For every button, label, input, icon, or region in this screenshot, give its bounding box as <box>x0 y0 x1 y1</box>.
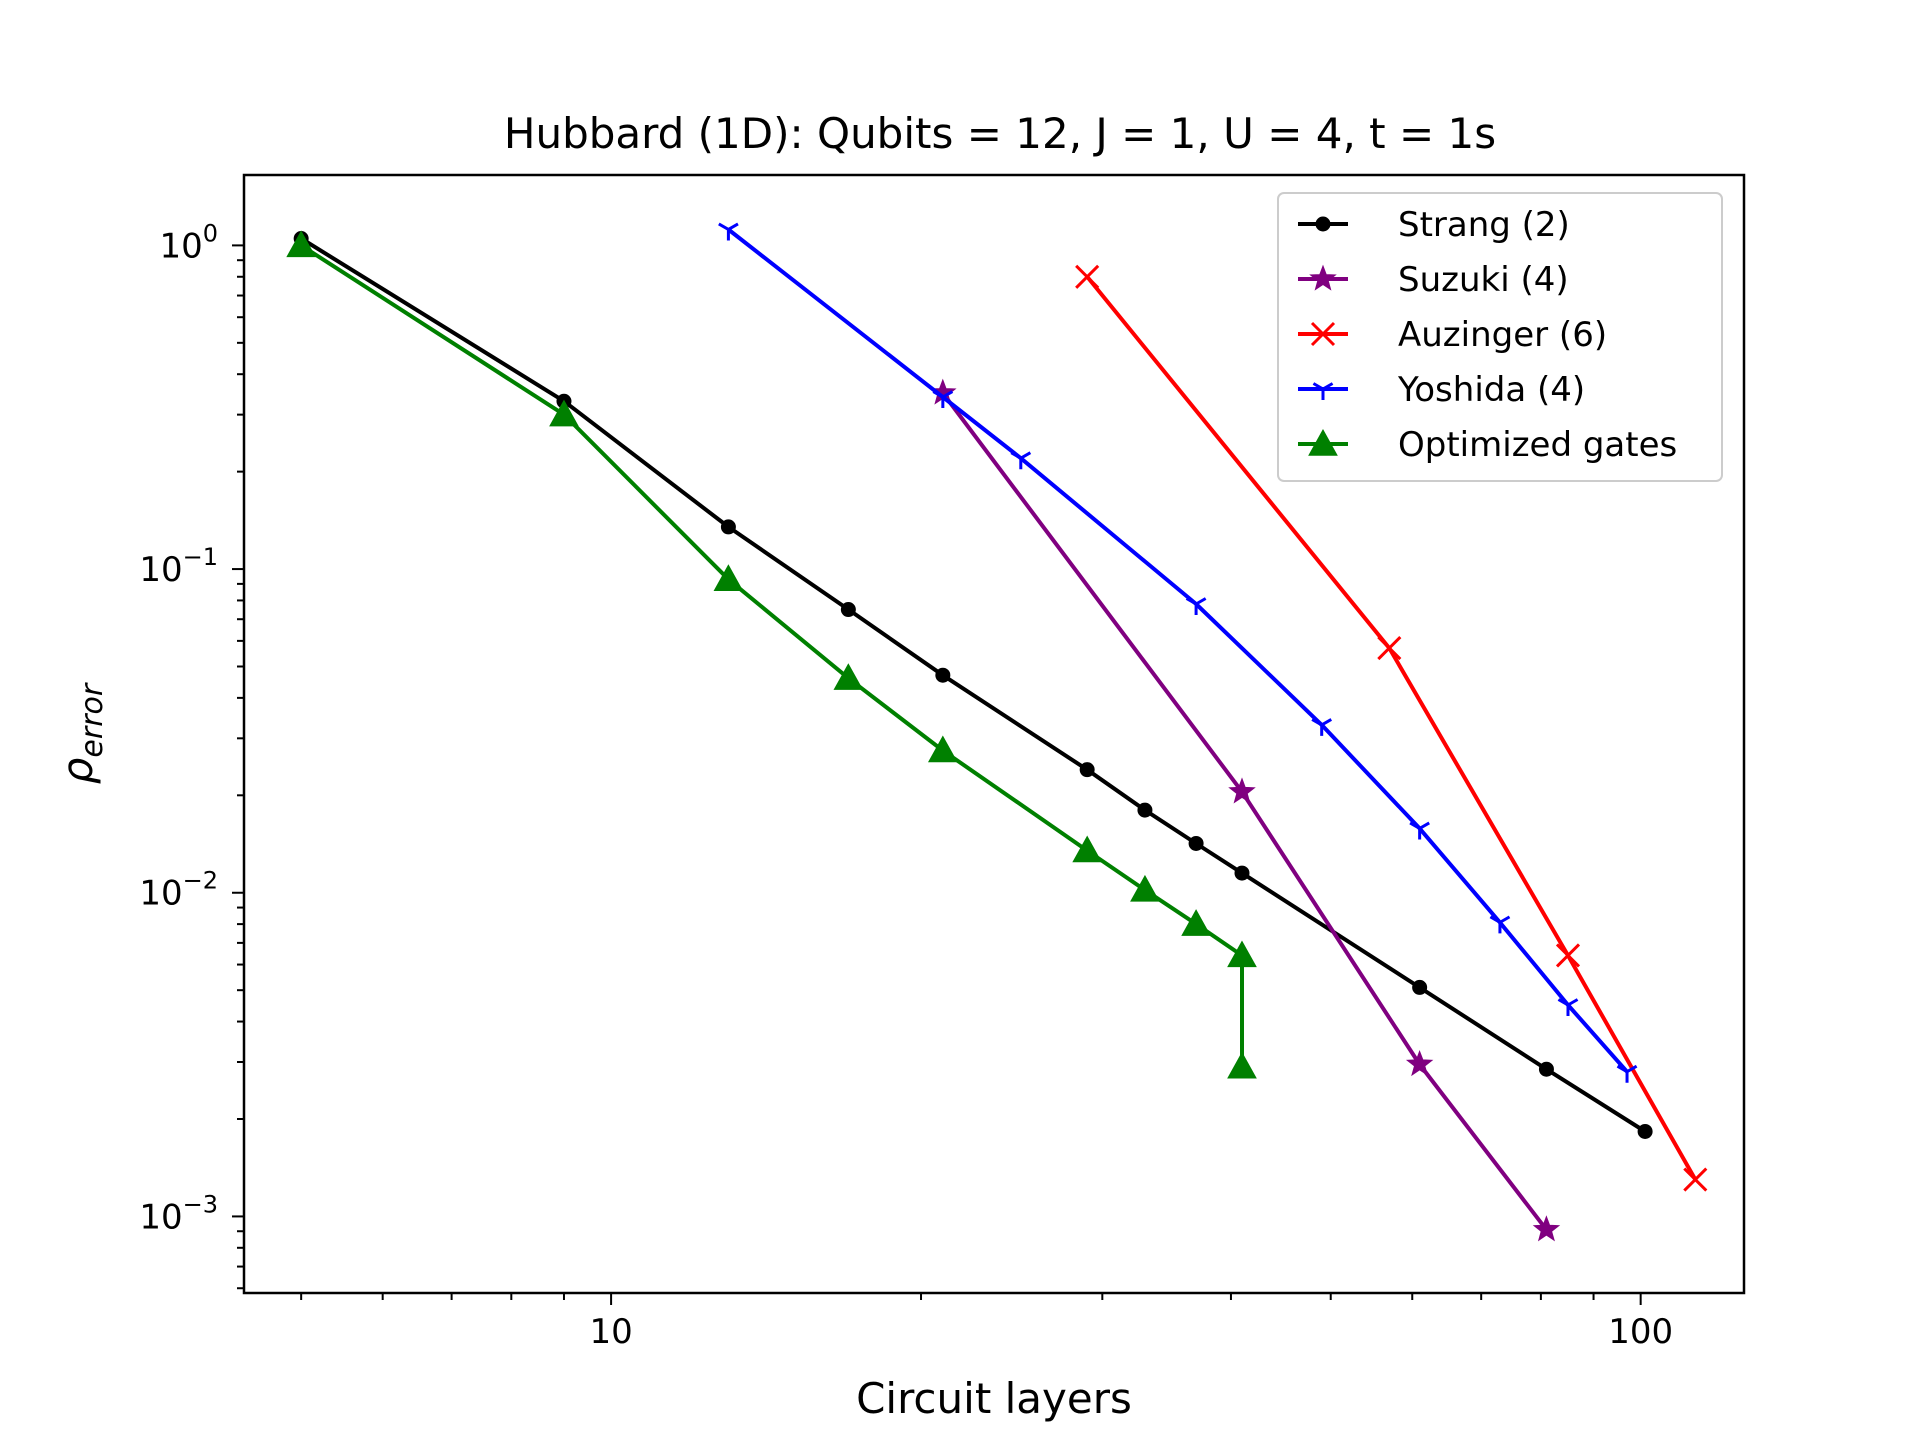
data-point <box>1532 1215 1561 1242</box>
data-point <box>1312 382 1334 400</box>
data-point <box>1072 835 1103 863</box>
plot-frame <box>242 173 1746 1295</box>
series-line <box>941 391 1548 1231</box>
data-point <box>1234 865 1250 881</box>
data-point <box>1412 979 1428 995</box>
data-point <box>1489 915 1511 934</box>
y-axis-label: ρerror <box>53 682 110 784</box>
series-yoshida-4 <box>718 222 1638 1083</box>
data-point <box>1538 1061 1554 1077</box>
data-point <box>1010 451 1032 470</box>
legend-box <box>1277 192 1723 482</box>
data-point <box>1228 777 1256 804</box>
legend-label: Strang (2) <box>1398 205 1570 245</box>
data-point <box>1683 1167 1708 1192</box>
legend-item: Optimized gates <box>1298 425 1677 465</box>
data-point <box>1637 1123 1653 1139</box>
series-suzuki-4 <box>929 378 1561 1242</box>
series-optimized-gates <box>286 230 1257 1079</box>
y-tick-label: 10−3 <box>139 1190 218 1237</box>
data-point <box>713 564 744 591</box>
y-axis-label-base: ρ <box>53 757 102 784</box>
x-tick-label: 100 <box>1608 1312 1673 1352</box>
chart-title: Hubbard (1D): Qubits = 12, J = 1, U = 4,… <box>504 109 1496 158</box>
data-point <box>286 230 317 258</box>
legend-item: Auzinger (6) <box>1298 315 1607 355</box>
data-point <box>1616 1064 1638 1083</box>
y-tick-label: 100 <box>159 219 218 266</box>
data-point <box>833 663 864 690</box>
data-point <box>549 399 579 427</box>
legend-label: Suzuki (4) <box>1398 260 1569 300</box>
data-point <box>932 390 954 409</box>
legend-label: Yoshida (4) <box>1397 370 1585 410</box>
y-tick-label: 10−2 <box>139 867 218 914</box>
series-layer <box>286 222 1708 1242</box>
data-point <box>1227 1051 1257 1079</box>
data-point <box>1079 762 1095 778</box>
data-point <box>1181 909 1211 936</box>
series-line <box>300 243 1244 1067</box>
legend-label: Optimized gates <box>1398 425 1677 465</box>
y-tick-label: 10−1 <box>139 543 218 590</box>
legend: Strang (2) Suzuki (4) Auzinger (6) Yoshida … <box>1277 192 1723 482</box>
data-point <box>1405 1049 1434 1077</box>
data-point <box>927 735 958 763</box>
data-point <box>1227 940 1257 968</box>
data-point <box>1309 264 1337 291</box>
x-axis-label: Circuit layers <box>856 1374 1132 1423</box>
data-point <box>1377 636 1402 661</box>
legend-item: Suzuki (4) <box>1298 260 1569 300</box>
y-axis-ticks: 100 10−1 10−2 10−3 <box>139 219 244 1290</box>
data-point <box>1130 874 1160 902</box>
legend-item: Yoshida (4) <box>1298 370 1585 410</box>
x-tick-label: 10 <box>589 1312 632 1352</box>
y-axis-label-subscript: error <box>75 682 110 757</box>
data-point <box>935 667 951 683</box>
data-point <box>718 222 739 241</box>
data-point <box>1310 321 1336 347</box>
series-line <box>300 236 1647 1134</box>
legend-item: Strang (2) <box>1298 205 1570 245</box>
data-point <box>1185 597 1207 615</box>
data-point <box>1308 428 1338 456</box>
data-point <box>1315 216 1331 232</box>
data-point <box>720 519 736 535</box>
legend-label: Auzinger (6) <box>1398 315 1607 355</box>
data-point <box>1557 998 1579 1016</box>
data-point <box>840 602 856 618</box>
data-point <box>1075 264 1100 289</box>
data-point <box>1188 835 1204 851</box>
data-point <box>1311 718 1333 736</box>
data-point <box>1409 821 1430 840</box>
data-point <box>1137 802 1153 818</box>
x-axis-ticks: 10 100 <box>300 1293 1673 1352</box>
data-point <box>1555 943 1581 968</box>
